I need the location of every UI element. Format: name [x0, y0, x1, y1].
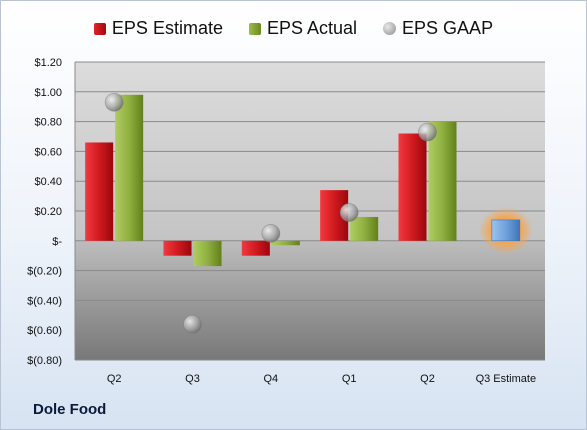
bar-eps-estimate — [241, 240, 270, 256]
legend-swatch-actual — [248, 22, 261, 35]
bar-eps-actual — [193, 240, 222, 267]
company-name: Dole Food — [33, 401, 107, 418]
legend-label-actual: EPS Actual — [266, 18, 358, 38]
legend-swatch-estimate — [93, 22, 106, 35]
legend-item-actual: EPS Actual — [248, 18, 358, 39]
bar-eps-actual — [428, 121, 457, 241]
x-tick-label: Q2 — [107, 373, 122, 385]
y-tick-label: $(0.60) — [27, 325, 62, 337]
bar-eps-estimate — [163, 240, 192, 256]
y-tick-label: $0.80 — [34, 117, 62, 129]
marker-eps-gaap — [418, 122, 437, 142]
bar-eps-actual — [115, 94, 144, 241]
chart-legend: EPS Estimate EPS Actual EPS GAAP — [0, 18, 587, 39]
marker-eps-gaap — [339, 203, 359, 222]
y-tick-label: $(0.20) — [27, 266, 62, 278]
gaap-markers — [104, 92, 437, 334]
x-axis: Q2 Q3 Q4 Q1 Q2 Q3 Estimate — [107, 373, 536, 385]
y-tick-label: $(0.80) — [27, 355, 62, 367]
marker-eps-gaap — [183, 314, 202, 334]
x-tick-label: Q2 — [420, 373, 435, 385]
y-tick-label: $1.00 — [34, 87, 62, 99]
legend-item-estimate: EPS Estimate — [93, 18, 223, 39]
legend-label-gaap: EPS GAAP — [402, 18, 494, 38]
bars — [85, 94, 533, 267]
x-tick-label: Q3 — [185, 373, 200, 385]
legend-label-estimate: EPS Estimate — [111, 18, 223, 38]
x-tick-label: Q1 — [342, 373, 357, 385]
y-tick-label: $(0.40) — [27, 295, 62, 307]
bar-eps-actual — [350, 216, 379, 241]
x-tick-label: Q4 — [263, 373, 278, 385]
bar-eps-actual — [271, 240, 300, 246]
x-tick-label: Q3 Estimate — [476, 373, 537, 385]
y-tick-label: $0.40 — [34, 176, 62, 188]
bar-eps-estimate — [85, 142, 114, 241]
y-tick-label: $- — [52, 236, 62, 248]
legend-item-gaap: EPS GAAP — [383, 18, 493, 39]
y-tick-label: $0.20 — [34, 206, 62, 218]
marker-eps-gaap — [104, 92, 124, 112]
gridlines — [75, 61, 545, 361]
y-tick-label: $1.20 — [34, 57, 62, 69]
y-axis: $1.20 $1.00 $0.80 $0.60 $0.40 $0.20 $- $(0.20) $… — [27, 57, 76, 367]
bar-eps-forecast — [491, 219, 521, 242]
bar-eps-estimate — [398, 133, 427, 241]
legend-swatch-gaap — [383, 22, 397, 35]
marker-eps-gaap — [261, 223, 281, 243]
y-tick-label: $0.60 — [34, 146, 62, 158]
